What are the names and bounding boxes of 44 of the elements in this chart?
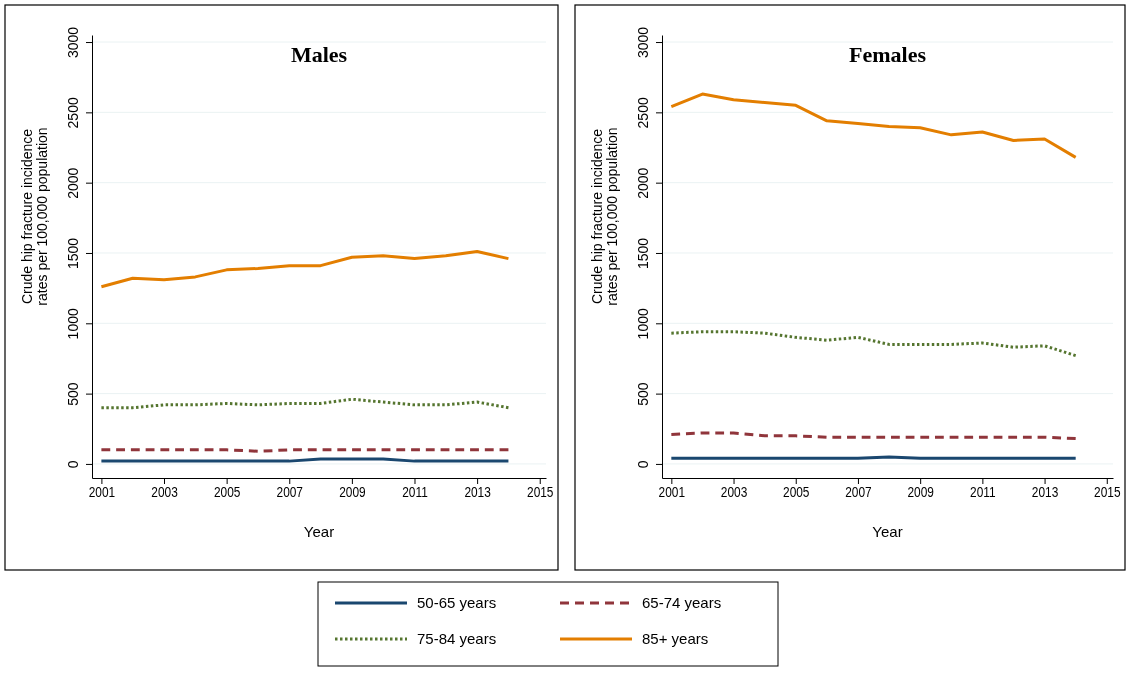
x-axis-title: Year: [872, 523, 903, 540]
x-tick-label: 2005: [783, 484, 810, 501]
x-tick-label: 2007: [276, 484, 303, 501]
x-tick-label: 2003: [720, 484, 748, 501]
line-series: [99, 250, 510, 289]
y-tick-label: 0: [635, 460, 651, 469]
y-axis-title: Crude hip fracture incidence rates per 100,000 population: [19, 127, 50, 306]
y-tick-label: 500: [635, 382, 651, 406]
y-tick-label: 2500: [65, 97, 81, 129]
y-tick-label: 2500: [635, 97, 651, 129]
x-tick-label: 2009: [339, 484, 366, 501]
line-series: [669, 330, 1078, 358]
x-tick-label: 2001: [658, 484, 686, 501]
legend-label: 65-74 years: [642, 594, 722, 611]
x-tick-label: 2015: [527, 484, 554, 501]
line-series: [669, 92, 1078, 159]
x-axis-title: Year: [303, 523, 335, 540]
x-tick-label: 2007: [845, 484, 872, 501]
x-tick-label: 2015: [1094, 484, 1121, 501]
x-tick-label: 2011: [402, 484, 428, 501]
x-tick-label: 2003: [151, 484, 178, 501]
legend-label: 50-65 years: [417, 594, 497, 611]
y-tick-label: 1500: [65, 237, 81, 270]
legend-label: 85+ years: [642, 630, 709, 647]
y-axis-title: Crude hip fracture incidence rates per 100,000 population: [589, 127, 620, 306]
y-tick-label: 3000: [635, 26, 651, 59]
line-series: [99, 397, 510, 410]
y-tick-label: 1000: [635, 308, 651, 340]
chart-title: Males: [290, 42, 348, 67]
y-tick-label: 3000: [65, 26, 81, 59]
legend-label: 75-84 years: [417, 630, 497, 647]
x-tick-label: 2011: [970, 484, 996, 501]
x-tick-label: 2009: [907, 484, 934, 501]
x-tick-label: 2001: [88, 484, 116, 501]
y-tick-label: 2000: [65, 167, 81, 199]
y-tick-label: 1000: [65, 308, 81, 340]
chart-title: Females: [849, 42, 927, 67]
x-tick-label: 2005: [213, 484, 241, 501]
y-tick-label: 500: [65, 382, 81, 406]
x-tick-label: 2013: [1031, 484, 1059, 501]
y-tick-label: 1500: [635, 237, 651, 270]
x-tick-label: 2013: [464, 484, 491, 501]
y-tick-label: 0: [65, 460, 81, 469]
y-tick-label: 2000: [635, 167, 651, 199]
